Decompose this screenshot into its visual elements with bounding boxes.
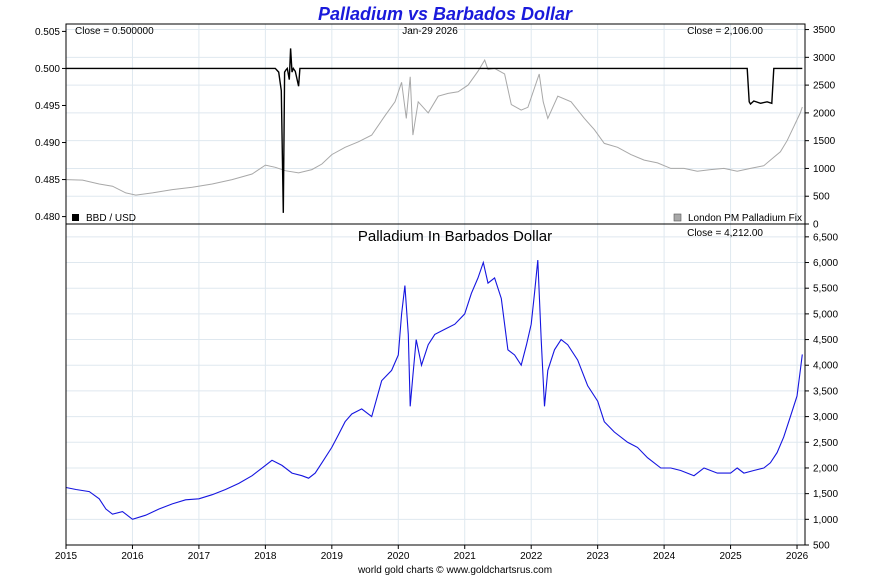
- x-tick-label: 2018: [254, 551, 277, 562]
- bottom-right-tick-label: 500: [813, 541, 830, 552]
- bottom-right-tick-label: 1,000: [813, 515, 838, 526]
- bottom-close-right: Close = 4,212.00: [687, 228, 763, 239]
- top-right-axis: 3500 3000 2500 2000 1500 1000 500 0: [805, 25, 836, 231]
- bottom-right-tick-label: 4,500: [813, 335, 838, 346]
- bottom-right-tick-label: 2,000: [813, 463, 838, 474]
- legend-bbd-swatch: [72, 214, 79, 221]
- bottom-right-axis: 6,500 6,000 5,500 5,000 4,500 4,000 3,500 3,000…: [805, 232, 838, 552]
- x-axis: 2015 2016 2017 2018 2019 2020 2021 2022 2023 2024…: [55, 545, 809, 562]
- legend-palladium-swatch: [673, 213, 682, 222]
- x-tick-label: 2024: [653, 551, 676, 562]
- top-right-tick-label: 0: [813, 220, 819, 231]
- bottom-right-tick-label: 3,000: [813, 412, 838, 423]
- bottom-right-tick-label: 6,000: [813, 258, 838, 269]
- top-left-axis: 0.505 0.500 0.495 0.490 0.485 0.480: [35, 27, 66, 223]
- palladium-usd-line: [65, 58, 803, 196]
- x-tick-label: 2020: [387, 551, 410, 562]
- top-panel-grid: [65, 24, 805, 225]
- bottom-right-tick-label: 6,500: [813, 232, 838, 243]
- top-left-tick-label: 0.495: [35, 101, 60, 112]
- top-close-right: Close = 2,106.00: [687, 26, 763, 37]
- bbd-usd-line: [66, 48, 803, 213]
- top-left-tick-label: 0.500: [35, 64, 60, 75]
- top-panel: 0.505 0.500 0.495 0.490 0.485 0.480 3500 3000 2…: [35, 23, 836, 231]
- top-left-tick-label: 0.485: [35, 175, 60, 186]
- top-right-tick-label: 3500: [813, 25, 836, 36]
- top-date-label: Jan-29 2026: [402, 26, 458, 37]
- top-right-tick-label: 2500: [813, 81, 836, 92]
- top-close-left: Close = 0.500000: [75, 26, 154, 37]
- top-panel-frame: [65, 23, 806, 225]
- x-tick-label: 2025: [719, 551, 742, 562]
- top-left-tick-label: 0.480: [35, 212, 60, 223]
- bottom-right-tick-label: 2,500: [813, 438, 838, 449]
- palladium-bbd-line: [65, 259, 803, 520]
- top-right-tick-label: 1000: [813, 164, 836, 175]
- x-tick-label: 2021: [454, 551, 477, 562]
- x-tick-label: 2017: [188, 551, 211, 562]
- x-tick-label: 2016: [121, 551, 144, 562]
- chart-title: Palladium vs Barbados Dollar: [318, 4, 573, 24]
- x-tick-label: 2015: [55, 551, 78, 562]
- bottom-right-tick-label: 1,500: [813, 489, 838, 500]
- bottom-panel-title: Palladium In Barbados Dollar: [358, 228, 552, 245]
- x-tick-label: 2019: [321, 551, 344, 562]
- bottom-panel: 6,500 6,000 5,500 5,000 4,500 4,000 3,500 3,000…: [55, 223, 838, 562]
- top-right-tick-label: 500: [813, 192, 830, 203]
- bottom-panel-frame: [65, 223, 806, 546]
- bottom-right-tick-label: 4,000: [813, 361, 838, 372]
- x-tick-label: 2023: [587, 551, 610, 562]
- x-tick-label: 2022: [520, 551, 543, 562]
- bottom-right-tick-label: 5,000: [813, 309, 838, 320]
- legend-bbd-label: BBD / USD: [86, 213, 136, 224]
- bottom-right-tick-label: 5,500: [813, 284, 838, 295]
- bottom-right-tick-label: 3,500: [813, 386, 838, 397]
- bottom-panel-grid: [65, 224, 805, 546]
- legend-palladium-label: London PM Palladium Fix: [688, 213, 802, 224]
- top-left-tick-label: 0.505: [35, 27, 60, 38]
- top-right-tick-label: 3000: [813, 53, 836, 64]
- top-left-tick-label: 0.490: [35, 138, 60, 149]
- footer-credit: world gold charts © www.goldchartsrus.co…: [357, 565, 552, 575]
- top-right-tick-label: 2000: [813, 108, 836, 119]
- top-right-tick-label: 1500: [813, 136, 836, 147]
- x-tick-label: 2026: [786, 551, 809, 562]
